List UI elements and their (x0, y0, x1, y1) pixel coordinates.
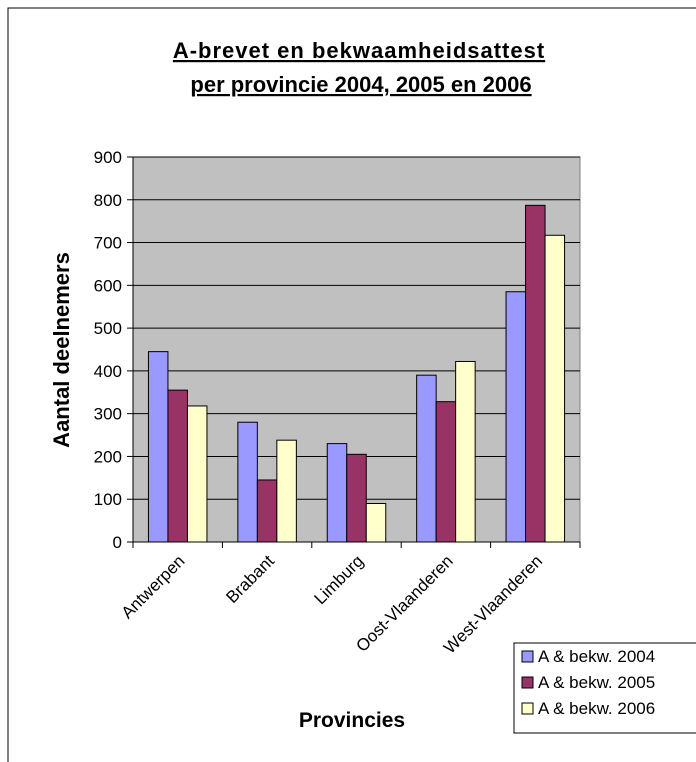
gridlines (133, 156, 580, 500)
axes (127, 156, 581, 548)
y-tick-label: 100 (94, 490, 122, 509)
bar-a-bekw-2006-limburg (365, 503, 387, 543)
y-tick-labels: 0 100 200 300 400 500 600 700 800 900 (94, 148, 122, 552)
bar-a-bekw-2004-brabant (237, 421, 258, 543)
legend-label: A & bekw. 2005 (538, 673, 655, 692)
bar-a-bekw-2005-antwerpen (167, 389, 188, 543)
y-tick-label: 400 (94, 362, 122, 381)
chart-title-line-2: per provincie 2004, 2005 en 2006 (190, 72, 531, 97)
legend-swatch (521, 650, 534, 663)
y-tick-label: 0 (113, 533, 122, 552)
bar-a-bekw-2004-oost-vlaanderen (416, 374, 437, 543)
legend-box (513, 642, 696, 734)
y-tick-label: 800 (94, 191, 122, 210)
chart-title-line-1: A-brevet en bekwaamheidsattest (173, 38, 545, 63)
bar-a-bekw-2006-west-vlaanderen (544, 234, 566, 543)
bar-a-bekw-2004-limburg (326, 443, 348, 543)
bar-a-bekw-2006-oost-vlaanderen (455, 360, 476, 543)
bar-a-bekw-2004-west-vlaanderen (505, 291, 527, 543)
y-tick-label: 500 (94, 319, 122, 338)
legend-label: A & bekw. 2006 (538, 699, 655, 718)
y-tick-label: 600 (94, 276, 122, 295)
bar-a-bekw-2004-antwerpen (147, 351, 169, 543)
y-tick-label: 300 (94, 405, 122, 424)
bar-a-bekw-2005-west-vlaanderen (525, 204, 546, 543)
y-tick-label: 900 (94, 148, 122, 167)
y-tick-label: 200 (94, 447, 122, 466)
legend-swatch (521, 702, 534, 715)
bar-a-bekw-2005-limburg (346, 453, 367, 543)
legend-swatch (521, 676, 534, 689)
x-axis-title: Provincies (299, 709, 405, 732)
legend-label: A & bekw. 2004 (538, 647, 655, 666)
y-tick-label: 700 (94, 234, 122, 253)
bar-a-bekw-2006-antwerpen (186, 405, 208, 543)
bar-a-bekw-2005-brabant (256, 479, 278, 543)
y-axis-title: Aantal deelnemers (49, 252, 74, 448)
legend: A & bekw. 2004 A & bekw. 2005 A & bekw. 20… (513, 642, 696, 734)
bar-a-bekw-2006-brabant (276, 439, 297, 543)
bar-a-bekw-2005-oost-vlaanderen (435, 401, 457, 543)
